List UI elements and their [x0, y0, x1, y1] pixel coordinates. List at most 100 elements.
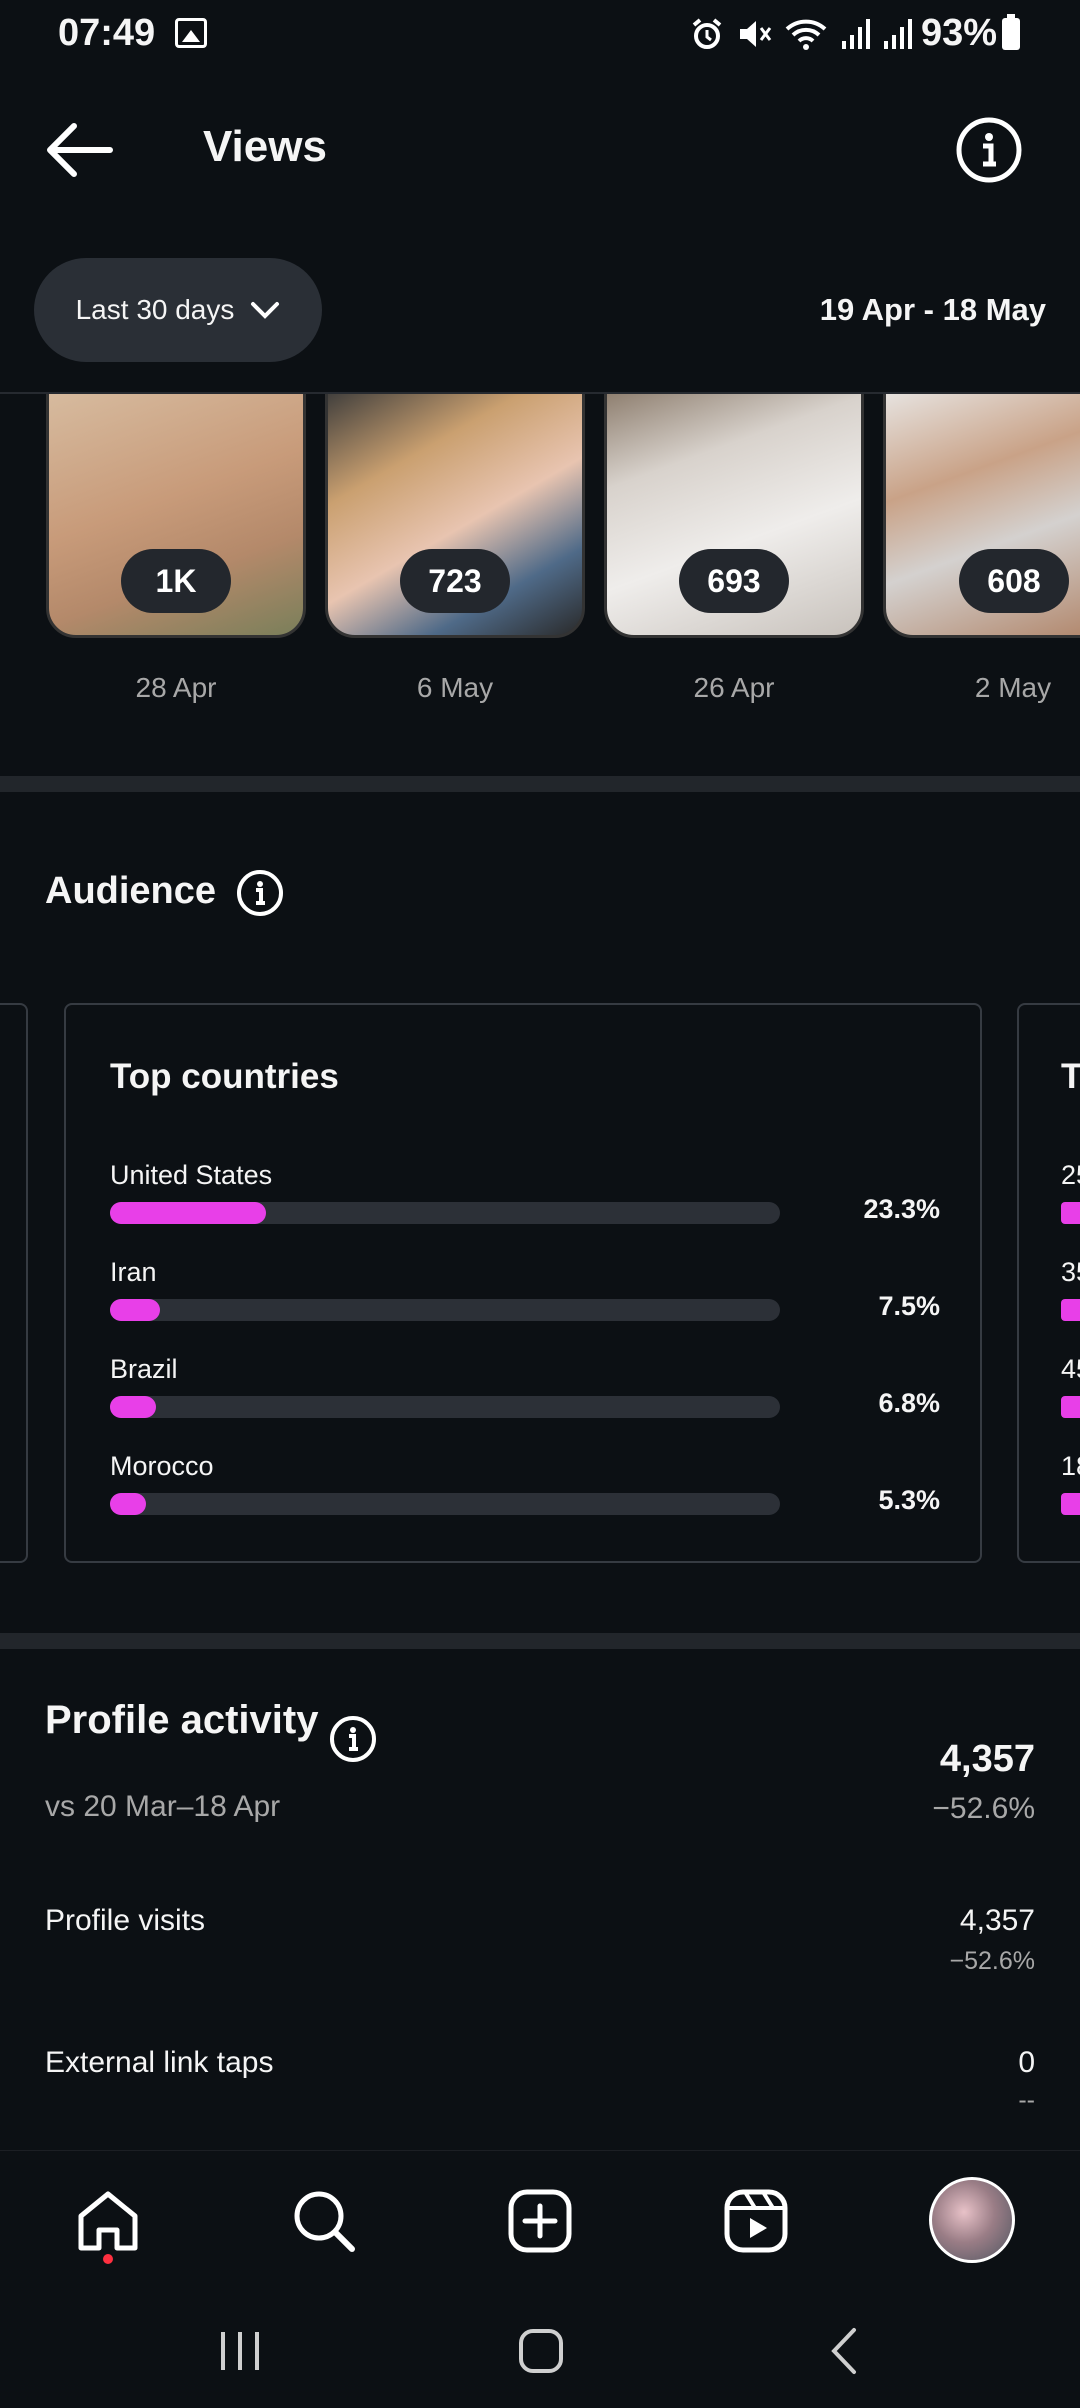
country-name: United States	[110, 1160, 273, 1190]
profile-visits-change: −52.6%	[949, 1947, 1036, 1975]
nav-home[interactable]	[68, 2181, 148, 2261]
status-time: 07:49	[58, 12, 156, 54]
info-icon	[237, 870, 283, 916]
country-bar-fill	[110, 1299, 161, 1321]
top-app-bar: Views	[0, 90, 1080, 210]
top-content-carousel[interactable]: 1K 28 Apr 723 6 May 693 26 Apr 608 2 May	[0, 394, 1080, 714]
info-icon	[956, 117, 1022, 183]
country-bar-fill	[110, 1396, 156, 1418]
views-badge: 723	[400, 549, 510, 613]
peek-bar	[1061, 1202, 1080, 1224]
status-bar: 07:49 93%	[0, 0, 1080, 70]
country-name: Brazil	[110, 1354, 178, 1384]
battery-percent: 93%	[921, 12, 998, 54]
info-icon	[330, 1716, 376, 1762]
profile-activity-info-button[interactable]	[329, 1715, 377, 1763]
audience-info-button[interactable]	[236, 869, 284, 917]
profile-activity-total: 4,357	[939, 1738, 1035, 1780]
external-link-taps-value: 0	[1018, 2046, 1035, 2079]
date-range-dropdown[interactable]: Last 30 days	[34, 258, 322, 362]
country-row: Iran 7.5%	[110, 1257, 940, 1337]
content-thumbnail[interactable]: 693	[604, 394, 864, 638]
thumbnail-date: 6 May	[416, 672, 494, 703]
views-badge: 608	[959, 549, 1069, 613]
country-name: Morocco	[110, 1451, 214, 1481]
date-range-text: 19 Apr - 18 May	[819, 292, 1046, 327]
reels-icon	[724, 2189, 788, 2253]
profile-avatar[interactable]	[929, 2177, 1015, 2263]
peek-bar	[1061, 1299, 1080, 1321]
thumbnail-date: 26 Apr	[693, 672, 775, 703]
country-percent: 6.8%	[878, 1388, 940, 1418]
section-divider	[0, 1633, 1080, 1649]
audience-card-next[interactable]: T 25 35 45 18	[1017, 1003, 1080, 1563]
card-title-peek: T	[1061, 1057, 1080, 1096]
country-name: Iran	[110, 1257, 157, 1287]
mute-icon	[740, 21, 772, 47]
top-countries-card[interactable]: Top countries United States 23.3% Iran 7…	[64, 1003, 982, 1563]
search-icon	[294, 2191, 355, 2252]
country-percent: 5.3%	[878, 1485, 940, 1515]
alarm-icon	[692, 18, 722, 49]
nav-create[interactable]	[500, 2181, 580, 2261]
content-thumbnail[interactable]: 1K	[46, 394, 306, 638]
notification-dot	[103, 2254, 113, 2264]
section-divider	[0, 776, 1080, 792]
audience-title: Audience	[45, 870, 217, 912]
wifi-icon	[785, 19, 827, 50]
nav-search[interactable]	[284, 2181, 364, 2261]
signal-icon-2	[884, 19, 912, 49]
card-title: Top countries	[110, 1057, 339, 1096]
back-arrow-icon	[47, 123, 113, 177]
peek-label: 18	[1061, 1451, 1080, 1481]
home-square-icon	[519, 2329, 563, 2373]
country-bar-track	[110, 1202, 780, 1224]
bottom-navigation	[0, 2150, 1080, 2288]
chevron-down-icon	[251, 302, 280, 319]
country-percent: 7.5%	[878, 1291, 940, 1321]
back-chevron-icon	[831, 2328, 856, 2374]
status-icons	[690, 14, 912, 54]
comparison-period: vs 20 Mar–18 Apr	[45, 1790, 281, 1823]
peek-bar	[1061, 1493, 1080, 1515]
country-row: Morocco 5.3%	[110, 1451, 940, 1531]
profile-visits-value: 4,357	[959, 1904, 1035, 1937]
country-row: United States 23.3%	[110, 1160, 940, 1240]
home-system-button[interactable]	[506, 2316, 576, 2386]
external-link-taps-label: External link taps	[45, 2046, 274, 2079]
peek-bar	[1061, 1396, 1080, 1418]
profile-activity-title: Profile activity	[45, 1698, 319, 1742]
country-bar-fill	[110, 1202, 267, 1224]
views-badge: 1K	[121, 549, 231, 613]
country-row: Brazil 6.8%	[110, 1354, 940, 1434]
recent-apps-button[interactable]	[205, 2316, 275, 2386]
system-navigation-bar	[0, 2288, 1080, 2408]
gallery-notification-icon	[175, 18, 207, 48]
thumbnail-date: 28 Apr	[135, 672, 217, 703]
battery-icon	[1002, 14, 1020, 50]
external-link-taps-change: --	[1018, 2086, 1035, 2114]
country-bar-track	[110, 1493, 780, 1515]
back-button[interactable]	[40, 110, 120, 190]
back-system-button[interactable]	[810, 2316, 880, 2386]
recent-apps-icon	[221, 2332, 259, 2370]
country-bar-track	[110, 1299, 780, 1321]
country-bar-track	[110, 1396, 780, 1418]
country-bar-fill	[110, 1493, 146, 1515]
nav-reels[interactable]	[716, 2181, 796, 2261]
profile-visits-label: Profile visits	[45, 1904, 206, 1937]
page-title: Views	[203, 122, 327, 171]
content-thumbnail[interactable]: 723	[325, 394, 585, 638]
peek-label: 25	[1061, 1160, 1080, 1190]
peek-label: 35	[1061, 1257, 1080, 1287]
audience-card-previous[interactable]	[0, 1003, 28, 1563]
country-percent: 23.3%	[863, 1194, 940, 1224]
views-badge: 693	[679, 549, 789, 613]
thumbnail-date: 2 May	[974, 672, 1052, 703]
peek-label: 45	[1061, 1354, 1080, 1384]
content-thumbnail[interactable]: 608	[883, 394, 1080, 638]
info-button[interactable]	[955, 116, 1023, 184]
signal-icon-1	[842, 19, 870, 49]
divider	[0, 392, 1080, 394]
